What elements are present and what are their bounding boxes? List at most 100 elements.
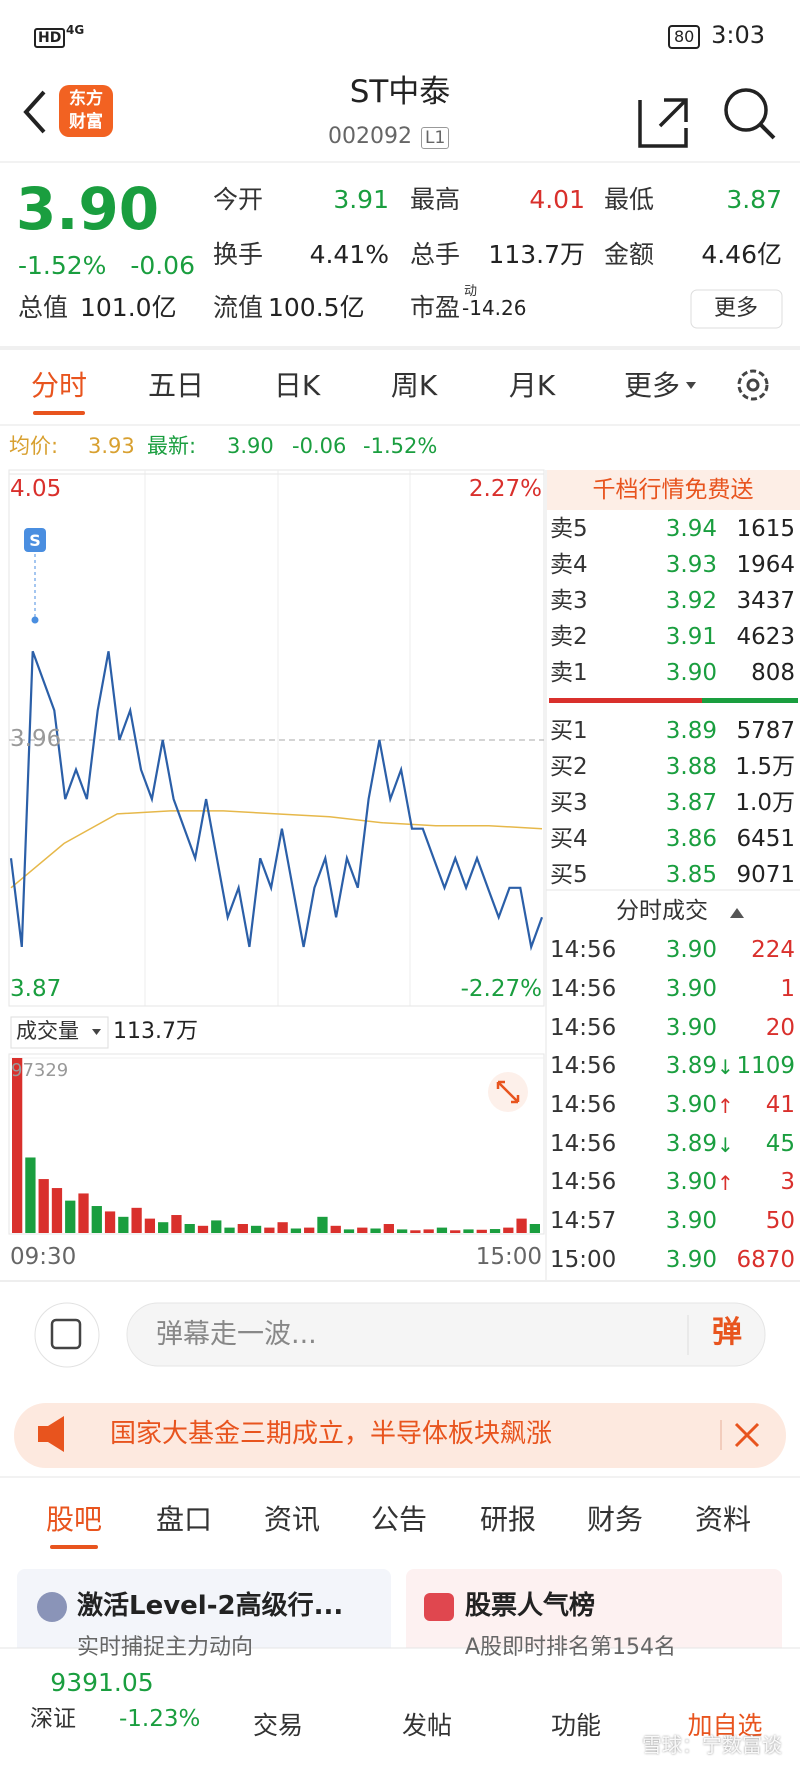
nav-item[interactable]: 发帖	[401, 1711, 453, 1740]
more-button[interactable]	[690, 289, 783, 329]
volume-bar	[410, 1230, 421, 1233]
trades-title: 分时成交	[616, 898, 708, 925]
section-tab[interactable]: 研报	[479, 1503, 537, 1537]
volume-bar	[51, 1188, 63, 1233]
nav-item[interactable]: 交易	[252, 1711, 304, 1740]
trade-price: 3.90	[665, 975, 717, 1002]
trade-arrow: ↑	[717, 1171, 734, 1196]
trade-price: 3.90	[665, 1208, 717, 1235]
nav-item[interactable]: 功能	[550, 1711, 602, 1740]
book-label: 买2	[550, 754, 588, 781]
tab[interactable]: 更多	[623, 369, 681, 403]
share-icon[interactable]	[638, 98, 688, 148]
settings-icon[interactable]	[737, 369, 769, 401]
trade-arrow: ↓	[717, 1055, 734, 1080]
section-tab[interactable]: 财务	[586, 1503, 644, 1537]
stock-code: 002092	[328, 123, 412, 149]
book-volume: 3437	[736, 588, 795, 615]
field-label: 市盈	[410, 293, 461, 322]
price-line	[9, 650, 544, 952]
s-marker[interactable]	[24, 528, 46, 552]
change: -0.06	[130, 251, 195, 280]
volume-selector[interactable]	[10, 1016, 109, 1049]
latest-change: -0.06	[292, 434, 347, 459]
index-value[interactable]: 9391.05	[50, 1668, 154, 1697]
latest-pct: -1.52%	[363, 434, 438, 459]
danmu-placeholder[interactable]: 弹幕走一波...	[156, 1318, 317, 1350]
trade-price: 3.90	[665, 1092, 717, 1118]
book-volume: 1964	[736, 552, 795, 579]
speaker-icon	[38, 1416, 64, 1452]
trade-price: 3.90	[665, 1169, 717, 1196]
field-value: -14.26	[462, 296, 527, 320]
card-subtitle: 实时捕捉主力动向	[77, 1634, 254, 1660]
logo-text: 财富	[69, 111, 103, 132]
latest-value: 3.90	[227, 434, 274, 459]
book-price: 3.93	[665, 552, 717, 579]
book-label: 买4	[550, 826, 588, 853]
volume-bar	[396, 1229, 408, 1233]
volume-bar	[211, 1220, 222, 1233]
tab[interactable]: 五日	[147, 369, 205, 403]
index-name: 深证	[30, 1706, 76, 1733]
book-price: 3.86	[665, 826, 717, 853]
order-book-header[interactable]	[547, 470, 800, 510]
index-change: -1.23%	[119, 1706, 201, 1733]
banner-text[interactable]: 国家大基金三期成立，半导体板块飙涨	[110, 1419, 553, 1450]
field-value: 4.46亿	[701, 240, 782, 269]
section-tab[interactable]: 资料	[694, 1503, 752, 1537]
tab[interactable]: 日K	[273, 369, 321, 403]
more-button-label[interactable]: 更多	[713, 295, 759, 321]
field-value: 100.5亿	[268, 293, 365, 322]
field-label-sup: 动	[464, 284, 478, 300]
volume-bar	[158, 1222, 169, 1233]
danmu-input[interactable]	[126, 1302, 766, 1367]
card-title[interactable]: 股票人气榜	[465, 1591, 596, 1622]
card[interactable]	[17, 1569, 391, 1659]
bid-bar	[702, 698, 798, 703]
volume-bar	[184, 1224, 195, 1233]
trade-time: 14:57	[550, 1208, 617, 1235]
nav-item[interactable]: 加自选	[687, 1711, 763, 1740]
book-volume: 1.5万	[735, 754, 795, 781]
section-tab[interactable]: 盘口	[155, 1503, 213, 1537]
banner-bg[interactable]	[14, 1403, 786, 1468]
back-icon[interactable]	[23, 90, 46, 134]
order-book-title[interactable]: 千档行情免费送	[592, 477, 754, 504]
trade-price: 3.90	[665, 937, 717, 964]
field-value: 101.0亿	[80, 293, 177, 322]
status-battery: 80	[668, 25, 701, 49]
volume-bar	[463, 1229, 474, 1233]
volume-bar	[529, 1224, 540, 1233]
stock-title: ST中泰	[349, 74, 451, 111]
danmu-button[interactable]: 弹	[712, 1315, 742, 1350]
tab[interactable]: 月K	[508, 369, 556, 403]
tab[interactable]: 周K	[390, 369, 438, 403]
card-title[interactable]: 激活Level-2高级行...	[77, 1591, 344, 1622]
field-value: 4.01	[529, 185, 585, 214]
volume-bar	[317, 1216, 328, 1233]
book-volume: 5787	[736, 718, 795, 745]
field-value: 113.7万	[488, 240, 585, 269]
field-label: 最低	[604, 185, 655, 214]
tab[interactable]: 分时	[30, 369, 88, 403]
section-tab[interactable]: 资讯	[263, 1503, 321, 1537]
book-price: 3.90	[665, 660, 717, 687]
volume-bar	[250, 1225, 262, 1233]
search-icon[interactable]	[724, 88, 768, 132]
volume-frame	[8, 1053, 545, 1235]
y-tick-label: 4.05	[10, 476, 62, 503]
last-price: 3.90	[16, 175, 160, 244]
section-tab[interactable]: 公告	[370, 1503, 428, 1537]
avg-label: 均价:	[9, 434, 59, 459]
card[interactable]	[406, 1569, 782, 1659]
close-icon[interactable]	[734, 1422, 760, 1448]
section-tab[interactable]: 股吧	[45, 1503, 103, 1537]
danmu-icon[interactable]	[34, 1302, 100, 1368]
trade-arrow: ↑	[717, 1093, 734, 1118]
level-badge: L1	[421, 126, 450, 150]
trade-volume: 6870	[736, 1246, 795, 1273]
volume-title: 成交量	[16, 1019, 79, 1044]
trade-volume: 45	[765, 1130, 795, 1157]
volume-bar	[516, 1218, 527, 1233]
